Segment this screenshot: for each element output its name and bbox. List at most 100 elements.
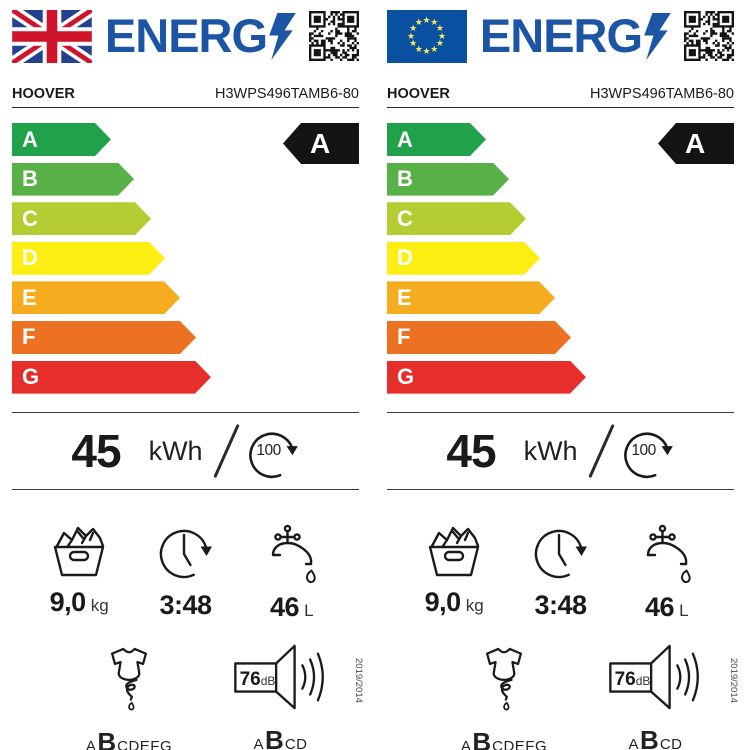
eu-star-icon: ★ [422,46,431,56]
eu-star-icon: ★ [407,30,416,41]
noise-speaker-icon: 76dB [233,643,329,711]
scale-suffix: CD [284,736,308,750]
brand-name: HOOVER [12,86,75,102]
scale-current: B [265,725,284,750]
laundry-capacity-icon [53,526,105,577]
class-letter: D [22,245,38,271]
energ-logo-text: ENERG [104,9,268,62]
duration-value: 3:48 [534,590,587,620]
water-value: 46 [645,592,675,622]
class-letter: F [397,324,411,350]
per-100-cycles-icon: 100 [619,423,675,479]
capacity-value: 9,0 [424,587,462,617]
laundry-capacity-icon [428,526,480,577]
capacity-value: 9,0 [49,587,87,617]
class-letter: A [22,126,38,152]
class-letter: E [22,284,37,310]
energy-unit: kWh [523,435,578,466]
eu-star-icon: ★ [414,17,423,28]
capacity-stat: 9,0 kg [26,524,132,623]
label-header: ★ ★ ★ ★ ★ ★ ★ ★ ★ ★ ★ ★ ENERG [387,10,734,70]
spin-class-scale: A B CDEFG [86,727,172,750]
spin-dry-shirt-icon [111,647,147,711]
scale-current: B [97,727,117,750]
energy-class-scale: A B C D E F G A [387,123,734,402]
regulation-number: 2019/2014 [728,658,741,746]
brand-row: HOOVER H3WPS496TAMB6-80 [12,86,359,108]
energy-class-arrow-g: G [387,361,586,394]
water-value: 46 [270,592,300,622]
eu-star-icon: ★ [430,17,439,28]
cycles-count: 100 [631,442,656,459]
rating-badge: A [658,123,734,164]
energy-label-uk: ENERG HOOVER H3WPS496TAMB6-80 A B C D E … [12,10,364,750]
class-letter: B [397,166,413,192]
water-stat: 46 L [614,524,720,623]
regulation-text: 2019/2014 [728,658,739,703]
energy-value: 45 [71,425,121,477]
class-letter: G [397,364,415,390]
regulation-number: 2019/2014 [353,658,366,746]
energy-unit: kWh [148,435,203,466]
stats-row: 9,0 kg 3:48 46 L [387,524,734,623]
class-letter: B [22,166,38,192]
energy-class-arrow-e: E [387,281,555,314]
eu-star-icon: ★ [435,22,444,33]
spin-class-stat: A B CDEFG [74,643,184,750]
energy-class-arrow-d: D [387,242,540,275]
noise-stat: 76dB A B CD [218,643,343,750]
stats-row-2: A B CDEFG 76dB A B CD [387,643,734,750]
energ-logo: ENERG [467,12,684,60]
noise-class-scale: A B CD [254,725,308,750]
class-letter: C [397,205,413,231]
rating-badge: A [283,123,359,164]
per-100-cycles-icon: 100 [244,423,300,479]
uk-flag [12,10,92,63]
eu-star-icon: ★ [438,30,447,41]
duration-stat: 3:48 [507,524,613,623]
lightning-bolt-icon [269,13,296,60]
regulation-text: 2019/2014 [353,658,364,703]
qr-code-icon [684,11,734,61]
water-stat: 46 L [239,524,345,623]
model-number: H3WPS496TAMB6-80 [590,86,734,102]
label-header: ENERG [12,10,359,70]
scale-prefix: A [628,736,640,750]
energy-class-arrow-f: F [387,321,571,354]
eu-star-icon: ★ [422,15,431,25]
energy-class-scale: A B C D E F G A [12,123,359,402]
spin-dry-shirt-icon [486,647,522,711]
capacity-unit: kg [465,596,484,615]
noise-unit: dB [635,674,651,688]
capacity-unit: kg [90,596,109,615]
scale-current: B [472,727,492,750]
energy-class-arrow-e: E [12,281,180,314]
noise-stat: 76dB A B CD [593,643,718,750]
energy-label-eu: ★ ★ ★ ★ ★ ★ ★ ★ ★ ★ ★ ★ ENERG HOOVER H3WPS496TAMB6-… [387,10,739,750]
lightning-bolt-icon [644,13,671,60]
energ-logo-text: ENERG [479,9,643,62]
energ-logo: ENERG [92,12,309,60]
cycles-count: 100 [256,442,281,459]
water-tap-icon [271,524,316,584]
class-letter: F [22,324,36,350]
noise-value: 76 [239,669,261,690]
scale-suffix: CDEFG [117,738,173,750]
eu-flag: ★ ★ ★ ★ ★ ★ ★ ★ ★ ★ ★ ★ [387,10,467,63]
qr-code-icon [309,11,359,61]
eu-star-icon: ★ [430,43,439,54]
brand-name: HOOVER [387,86,450,102]
scale-current: B [640,725,659,750]
energy-class-arrow-g: G [12,361,211,394]
capacity-stat: 9,0 kg [401,524,507,623]
energy-consumption-row: 45 kWh 100 [387,412,734,490]
cycle-duration-icon [535,529,589,579]
eu-star-icon: ★ [435,38,444,49]
noise-value: 76 [614,669,636,690]
class-letter: G [22,364,40,390]
water-tap-icon [646,524,691,584]
energy-class-arrow-b: B [387,163,509,196]
scale-suffix: CDEFG [492,738,548,750]
energy-class-arrow-a: A [387,123,486,156]
